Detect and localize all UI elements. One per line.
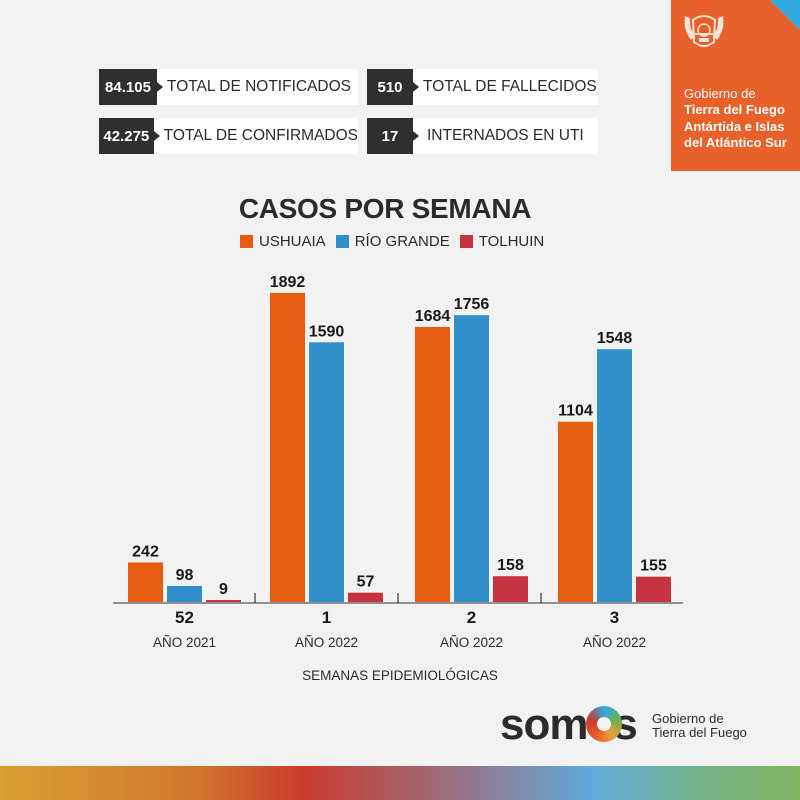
- bar-río-grande-3: [597, 349, 632, 602]
- legend-swatch: [459, 235, 473, 248]
- legend-label: TOLHUIN: [478, 233, 545, 250]
- bar-tolhuin-3: [636, 576, 671, 602]
- bar-tolhuin-52: [206, 600, 241, 602]
- stat-value: 17: [367, 118, 419, 154]
- gov-name: Tierra del Fuego Antártida e Islas del A…: [684, 102, 787, 152]
- stat-label: INTERNADOS EN UTI: [427, 127, 584, 144]
- stat-confirmados: 42.275 TOTAL DE CONFIRMADOS: [99, 118, 358, 154]
- bar-ushuaia-1: [270, 293, 305, 602]
- x-tick-label: 52: [175, 608, 194, 627]
- somos-ring-icon: [586, 706, 622, 742]
- tagline-line-2: Tierra del Fuego: [652, 725, 747, 740]
- bar-río-grande-1: [309, 342, 344, 602]
- bar-ushuaia-3: [558, 421, 593, 602]
- data-label: 57: [357, 574, 375, 591]
- data-label: 1548: [597, 330, 633, 347]
- data-label: 98: [176, 567, 194, 584]
- data-label: 1590: [309, 323, 345, 340]
- x-tick-label: 3: [610, 608, 619, 627]
- government-badge: Gobierno de Tierra del Fuego Antártida e…: [671, 0, 800, 171]
- legend-swatch: [335, 235, 349, 248]
- legend-item-ushuaia: USHUAIA: [240, 233, 326, 250]
- province-seal-icon: [684, 15, 724, 47]
- x-tick-label: 2: [467, 608, 476, 627]
- gov-line-4: del Atlántico Sur: [684, 135, 787, 150]
- somos-tagline: Gobierno de Tierra del Fuego: [652, 712, 747, 740]
- gov-line-1: Gobierno de: [684, 86, 756, 101]
- data-label: 158: [497, 557, 524, 574]
- stat-label: TOTAL DE FALLECIDOS: [423, 78, 597, 95]
- data-label: 1684: [415, 308, 451, 325]
- stat-value: 510: [367, 69, 419, 105]
- data-label: 155: [640, 558, 667, 575]
- x-axis-labels: 52 AÑO 2021 1 AÑO 2022 2 AÑO 2022 3 AÑO 2022: [153, 593, 646, 650]
- data-label: 242: [132, 543, 159, 560]
- x-tick-sublabel: AÑO 2021: [153, 635, 216, 650]
- stat-label: TOTAL DE CONFIRMADOS: [163, 127, 358, 144]
- data-label: 9: [219, 581, 228, 598]
- stat-internados: 17 INTERNADOS EN UTI: [367, 118, 598, 154]
- gradient-footer-bar: [0, 766, 800, 800]
- stat-fallecidos: 510 TOTAL DE FALLECIDOS: [367, 69, 598, 105]
- chart-title: CASOS POR SEMANA: [238, 193, 532, 224]
- bar-tolhuin-1: [348, 592, 383, 602]
- stat-value: 84.105: [99, 69, 163, 105]
- legend-item-tolhuin: TOLHUIN: [459, 233, 545, 250]
- stat-notificados: 84.105 TOTAL DE NOTIFICADOS: [99, 69, 358, 105]
- stat-label: TOTAL DE NOTIFICADOS: [167, 78, 352, 95]
- corner-accent: [770, 0, 800, 30]
- gov-line-2: Tierra del Fuego: [684, 102, 785, 117]
- legend-label: RÍO GRANDE: [354, 233, 450, 250]
- x-tick-label: 1: [322, 608, 331, 627]
- bar-río-grande-2: [454, 315, 489, 602]
- x-tick-sublabel: AÑO 2022: [583, 635, 646, 650]
- data-label: 1892: [270, 274, 306, 291]
- x-tick-sublabel: AÑO 2022: [295, 635, 358, 650]
- bar-tolhuin-2: [493, 576, 528, 602]
- legend-swatch: [240, 235, 253, 248]
- legend-label: USHUAIA: [259, 233, 326, 250]
- data-label: 1104: [558, 403, 593, 420]
- bar-río-grande-52: [167, 585, 202, 602]
- x-axis-title: SEMANAS EPIDEMIOLÓGICAS: [302, 668, 498, 683]
- x-tick-sublabel: AÑO 2022: [440, 635, 503, 650]
- data-label: 1756: [454, 296, 490, 313]
- chart-legend: USHUAIA RÍO GRANDE TOLHUIN: [240, 233, 554, 250]
- gov-line-3: Antártida e Islas: [684, 118, 785, 134]
- bar-ushuaia-52: [128, 562, 163, 602]
- legend-item-rio-grande: RÍO GRANDE: [335, 233, 450, 250]
- stat-value: 42.275: [99, 118, 160, 154]
- bar-ushuaia-2: [415, 326, 450, 602]
- tagline-line-1: Gobierno de: [652, 711, 724, 726]
